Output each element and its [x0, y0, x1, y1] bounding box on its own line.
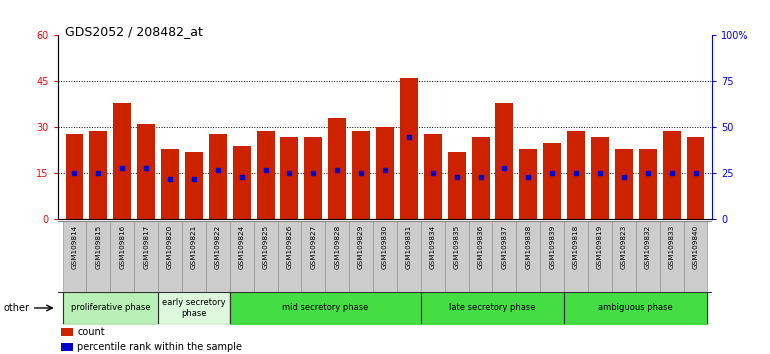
Text: GSM109825: GSM109825	[263, 225, 269, 269]
Bar	[110, 221, 134, 292]
Bar	[158, 221, 182, 292]
Bar	[687, 137, 705, 219]
Text: other: other	[4, 303, 30, 313]
Bar	[397, 221, 421, 292]
Text: GSM109819: GSM109819	[597, 225, 603, 269]
Text: GSM109834: GSM109834	[430, 225, 436, 269]
Bar	[328, 118, 346, 219]
Text: GSM109828: GSM109828	[334, 225, 340, 269]
Bar	[61, 329, 73, 336]
Text: late secretory phase: late secretory phase	[449, 303, 536, 313]
Bar	[471, 137, 490, 219]
Bar	[519, 149, 537, 219]
Text: proliferative phase: proliferative phase	[71, 303, 150, 313]
Text: GSM109829: GSM109829	[358, 225, 364, 269]
Bar	[564, 221, 588, 292]
Bar	[185, 152, 203, 219]
Bar	[445, 221, 469, 292]
Text: GSM109826: GSM109826	[286, 225, 293, 269]
Bar	[280, 137, 299, 219]
Bar	[233, 146, 251, 219]
Text: GSM109833: GSM109833	[668, 225, 675, 269]
Text: GSM109824: GSM109824	[239, 225, 245, 269]
Text: GSM109823: GSM109823	[621, 225, 627, 269]
Text: GSM109815: GSM109815	[95, 225, 102, 269]
Bar	[89, 131, 107, 219]
Text: GSM109836: GSM109836	[477, 225, 484, 269]
Text: GSM109840: GSM109840	[692, 225, 698, 269]
Text: GSM109839: GSM109839	[549, 225, 555, 269]
Bar	[660, 221, 684, 292]
Text: early secretory
phase: early secretory phase	[162, 298, 226, 318]
Text: GSM109820: GSM109820	[167, 225, 173, 269]
Text: GSM109832: GSM109832	[644, 225, 651, 269]
Text: count: count	[77, 327, 105, 337]
Text: GSM109814: GSM109814	[72, 225, 78, 269]
Bar	[62, 221, 86, 292]
Bar	[495, 103, 514, 219]
Bar	[304, 137, 323, 219]
Bar	[612, 221, 636, 292]
Bar	[588, 221, 612, 292]
Text: percentile rank within the sample: percentile rank within the sample	[77, 342, 243, 352]
Bar	[277, 221, 301, 292]
Bar	[567, 131, 585, 219]
Bar	[541, 221, 564, 292]
Bar	[137, 124, 155, 219]
Bar	[65, 133, 83, 219]
Bar	[134, 221, 158, 292]
Bar	[591, 137, 609, 219]
Bar	[229, 221, 253, 292]
Bar	[376, 127, 394, 219]
Bar	[424, 133, 442, 219]
Text: GSM109838: GSM109838	[525, 225, 531, 269]
Bar	[349, 221, 373, 292]
Bar	[209, 133, 226, 219]
Bar	[469, 221, 493, 292]
Bar	[544, 143, 561, 219]
Text: ambiguous phase: ambiguous phase	[598, 303, 673, 313]
Bar	[447, 152, 466, 219]
Bar	[352, 131, 370, 219]
Bar	[86, 221, 110, 292]
Bar	[206, 221, 229, 292]
Bar	[421, 221, 445, 292]
Bar	[615, 149, 633, 219]
Bar	[113, 103, 131, 219]
Bar	[161, 149, 179, 219]
Bar	[684, 221, 708, 292]
Text: GSM109816: GSM109816	[119, 225, 126, 269]
Bar	[373, 221, 397, 292]
Bar	[400, 78, 418, 219]
Bar	[301, 221, 325, 292]
Bar	[256, 131, 275, 219]
Text: GSM109827: GSM109827	[310, 225, 316, 269]
Bar	[61, 343, 73, 351]
Bar	[493, 221, 517, 292]
Bar	[253, 221, 277, 292]
Text: GSM109831: GSM109831	[406, 225, 412, 269]
Text: GSM109818: GSM109818	[573, 225, 579, 269]
Bar	[636, 221, 660, 292]
Text: GSM109821: GSM109821	[191, 225, 197, 269]
Text: GDS2052 / 208482_at: GDS2052 / 208482_at	[65, 25, 203, 38]
Bar	[325, 221, 349, 292]
Text: mid secretory phase: mid secretory phase	[282, 303, 369, 313]
Bar	[182, 221, 206, 292]
Text: GSM109822: GSM109822	[215, 225, 221, 269]
Bar	[663, 131, 681, 219]
Bar	[639, 149, 657, 219]
Text: GSM109817: GSM109817	[143, 225, 149, 269]
Text: GSM109835: GSM109835	[454, 225, 460, 269]
Text: GSM109837: GSM109837	[501, 225, 507, 269]
Bar	[517, 221, 541, 292]
Text: GSM109830: GSM109830	[382, 225, 388, 269]
